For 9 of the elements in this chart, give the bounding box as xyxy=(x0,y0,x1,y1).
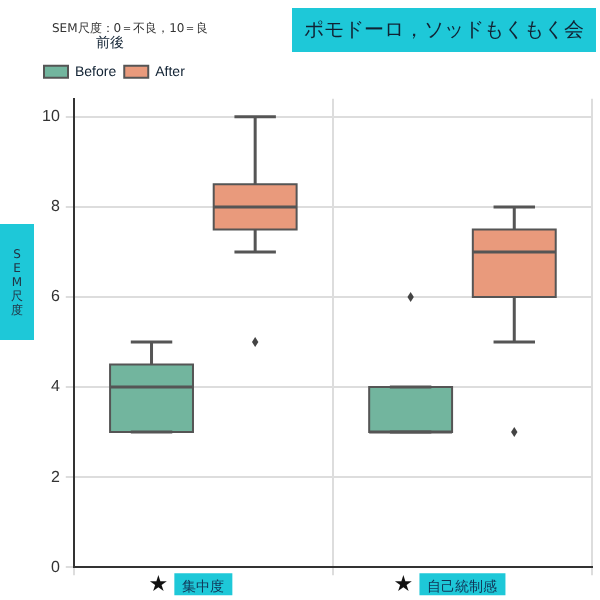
text: ★ xyxy=(393,570,414,597)
y-tick-label: 0 xyxy=(50,557,61,576)
y-tick-label: 2 xyxy=(50,467,61,486)
chart-title: ポモドーロ，ソッドもくもく会 xyxy=(292,8,596,52)
y-tick-label: 10 xyxy=(41,107,61,126)
y-tick-label: 8 xyxy=(50,197,61,216)
y-tick-label: 4 xyxy=(50,377,61,396)
y-tick-label: 6 xyxy=(50,287,61,306)
text: ★ xyxy=(148,570,169,597)
